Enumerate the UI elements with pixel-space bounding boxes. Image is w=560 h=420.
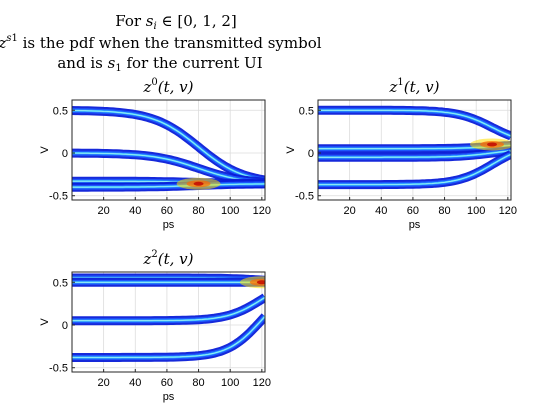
pdf-trace: [318, 150, 511, 190]
subplot-title: z0(t, v): [142, 77, 193, 96]
y-tick-label: 0: [308, 148, 314, 160]
x-axis-label: ps: [163, 219, 175, 231]
x-tick-label: 20: [98, 377, 110, 389]
pdf-trace: [72, 148, 265, 187]
y-axis-label: V: [39, 146, 51, 154]
axes-frame: [71, 99, 266, 201]
x-tick-label: 20: [98, 205, 110, 217]
x-tick-label: 40: [129, 377, 141, 389]
chart-panel-z0: 20 40 60 80 100 120 -0.5 0 0.5 ps Vz0(t, v): [39, 77, 271, 231]
x-tick-label: 40: [129, 205, 141, 217]
x-tick-label: 100: [221, 205, 239, 217]
y-tick-label: 0: [62, 320, 68, 332]
x-axis-label: ps: [409, 219, 421, 231]
x-tick-label: 60: [407, 205, 419, 217]
x-axis-label: ps: [163, 391, 175, 403]
x-tick-label: 120: [253, 377, 271, 389]
x-tick-label: 80: [438, 205, 450, 217]
pdf-trace: [72, 293, 265, 326]
y-tick-label: -0.5: [49, 191, 68, 203]
y-axis-label: V: [285, 146, 297, 154]
x-tick-label: 60: [161, 205, 173, 217]
chart-panel-z1: 20 40 60 80 100 120 -0.5 0 0.5 ps Vz1(t, v): [285, 77, 517, 231]
x-tick-label: 120: [253, 205, 271, 217]
density-hotspot: [239, 276, 265, 289]
axes-frame: [317, 99, 512, 201]
y-tick-label: 0.5: [53, 105, 68, 117]
y-axis-label: V: [39, 318, 51, 326]
figure-title-line-3: and is s1 for the current UI: [57, 54, 262, 74]
pdf-trace: [72, 179, 265, 192]
density-hotspot: [176, 177, 221, 190]
x-tick-label: 120: [499, 205, 517, 217]
y-tick-label: 0.5: [53, 277, 68, 289]
x-tick-label: 100: [467, 205, 485, 217]
axes-frame: [71, 271, 266, 373]
figure-title-line-1: For si ∈ [0, 1, 2]: [115, 12, 237, 32]
subplot-title: z1(t, v): [388, 77, 439, 96]
x-tick-label: 100: [221, 377, 239, 389]
y-tick-label: 0.5: [299, 105, 314, 117]
subplot-title: z2(t, v): [142, 249, 193, 268]
chart-panel-z2: 20 40 60 80 100 120 -0.5 0 0.5 ps Vz2(t, v): [39, 249, 271, 403]
y-tick-label: 0: [62, 148, 68, 160]
x-tick-label: 40: [375, 205, 387, 217]
x-tick-label: 80: [192, 205, 204, 217]
density-hotspot: [470, 138, 511, 151]
x-tick-label: 60: [161, 377, 173, 389]
x-tick-label: 20: [344, 205, 356, 217]
pdf-trace: [318, 105, 511, 141]
pdf-trace: [318, 146, 511, 162]
pdf-trace: [72, 313, 265, 362]
y-tick-label: -0.5: [295, 191, 314, 203]
y-tick-label: -0.5: [49, 363, 68, 375]
pdf-trace: [72, 106, 265, 185]
x-tick-label: 80: [192, 377, 204, 389]
figure-title-line-2: zs1 is the pdf when the transmitted symb…: [0, 33, 322, 52]
